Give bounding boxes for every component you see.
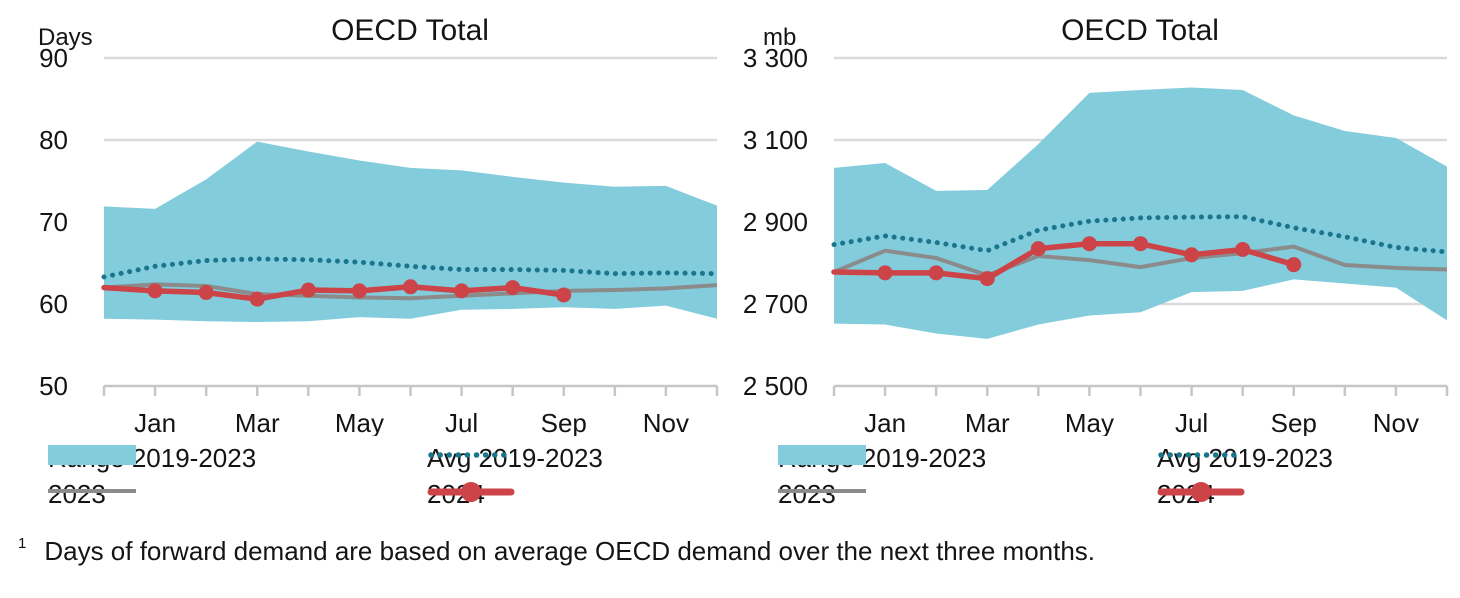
- legend-item-range: Range 2019-2023: [48, 443, 256, 473]
- marker-2024: [403, 279, 418, 295]
- legend-label-avg: Avg 2019-2023: [1157, 442, 1333, 473]
- x-tick-label: Mar: [965, 408, 1010, 436]
- marker-2024: [198, 285, 214, 301]
- chart-days: Days OECD Total 90 80 70 60 50 Jan Mar May Jul Se…: [0, 0, 730, 520]
- legend-label-2023: 2023: [48, 478, 106, 509]
- x-tick-label: Mar: [235, 408, 280, 436]
- legend-item-2023: 2023: [48, 478, 136, 509]
- y-tick-label: 50: [39, 371, 68, 401]
- marker-2024: [249, 291, 265, 307]
- marker-2024: [877, 265, 893, 281]
- x-tick-label: Jan: [864, 408, 906, 436]
- x-tick-label: Sep: [541, 408, 587, 436]
- chart-title: OECD Total: [331, 14, 489, 47]
- marker-2024: [1184, 247, 1200, 263]
- footnote-text: Days of forward demand are based on aver…: [44, 536, 1096, 566]
- line-2024-swatch-icon: [427, 482, 515, 502]
- line-2023-swatch-icon: [778, 489, 866, 493]
- chart-mb-svg: mb OECD Total 3 300 3 100 2 900 2 700 2 500 J…: [743, 14, 1450, 436]
- marker-2024: [454, 283, 470, 299]
- legend-item-2024: 2024: [427, 479, 515, 509]
- marker-2024: [1030, 241, 1046, 257]
- marker-2024: [1133, 236, 1148, 252]
- x-tick-label: Jul: [1175, 408, 1208, 436]
- line-2023: [833, 244, 1448, 278]
- footnote: 1 Days of forward demand are based on ave…: [18, 536, 1438, 567]
- y-tick-label: 3 100: [743, 125, 808, 155]
- line-2024: [101, 284, 567, 302]
- x-tick-label: May: [335, 408, 384, 436]
- x-tick-label: Nov: [1373, 408, 1419, 436]
- y-axis-unit: mb: [763, 24, 796, 51]
- plot-area: 3 300 3 100 2 900 2 700 2 500 Jan Mar May Jul Sep…: [743, 43, 1450, 436]
- marker-2024: [147, 283, 163, 299]
- marker-2024: [979, 271, 995, 287]
- legend-item-avg: Avg 2019-2023: [427, 442, 603, 473]
- marker-2024: [300, 282, 316, 298]
- legend-label-2023: 2023: [778, 478, 836, 509]
- avg-swatch-icon: [1158, 452, 1244, 458]
- chart-days-svg: Days OECD Total 90 80 70 60 50 Jan Mar May Jul Se…: [38, 14, 720, 436]
- avg-swatch-icon: [428, 452, 514, 458]
- line-2024-swatch-icon: [1157, 482, 1245, 502]
- marker-2024: [351, 283, 367, 299]
- legend-item-avg: Avg 2019-2023: [1157, 442, 1333, 473]
- x-tick-label: Sep: [1271, 408, 1317, 436]
- range-band: [104, 141, 717, 323]
- x-tick-label: May: [1065, 408, 1114, 436]
- x-tick-label: Jul: [445, 408, 478, 436]
- marker-2024: [1081, 236, 1097, 252]
- y-tick-label: 3 300: [743, 43, 808, 73]
- y-tick-label: 90: [39, 43, 68, 73]
- footnote-marker: 1: [18, 535, 27, 552]
- x-tick-label: Jan: [134, 408, 176, 436]
- x-tick-label: Nov: [643, 408, 689, 436]
- range-swatch-icon: [48, 445, 136, 465]
- legend-item-2023: 2023: [778, 478, 866, 509]
- y-tick-label: 2 700: [743, 289, 808, 319]
- avg-line: [101, 256, 720, 280]
- y-tick-label: 70: [39, 207, 68, 237]
- marker-2024: [1235, 241, 1251, 257]
- line-2024: [831, 240, 1297, 282]
- range-swatch-icon: [778, 445, 866, 465]
- marker-2024: [928, 265, 944, 281]
- y-tick-label: 60: [39, 289, 68, 319]
- marker-2024: [1286, 257, 1302, 273]
- y-tick-label: 80: [39, 125, 68, 155]
- marker-2024: [556, 287, 572, 303]
- line-2023-swatch-icon: [48, 489, 136, 493]
- y-tick-label: 2 900: [743, 207, 808, 237]
- legend-label-avg: Avg 2019-2023: [427, 442, 603, 473]
- avg-line: [831, 214, 1450, 255]
- chart-mb: mb OECD Total 3 300 3 100 2 900 2 700 2 500 J…: [730, 0, 1460, 520]
- range-band: [834, 87, 1447, 339]
- y-tick-label: 2 500: [743, 371, 808, 401]
- legend-item-2024: 2024: [1157, 479, 1245, 509]
- plot-area: 90 80 70 60 50 Jan Mar May Jul Sep Nov: [39, 43, 720, 436]
- chart-title: OECD Total: [1061, 14, 1219, 47]
- y-axis-unit: Days: [38, 24, 93, 51]
- legend-item-range: Range 2019-2023: [778, 443, 986, 473]
- marker-2024: [505, 280, 521, 296]
